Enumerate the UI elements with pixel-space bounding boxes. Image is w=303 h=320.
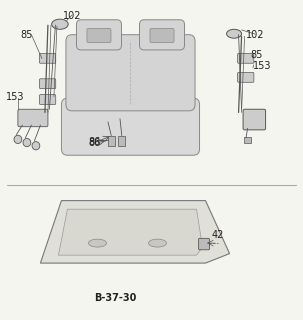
Circle shape — [32, 142, 40, 150]
FancyBboxPatch shape — [87, 28, 111, 43]
FancyBboxPatch shape — [150, 28, 174, 43]
Bar — [118, 136, 125, 146]
Text: 42: 42 — [211, 229, 224, 240]
Text: 102: 102 — [63, 11, 81, 21]
Bar — [108, 136, 115, 146]
FancyBboxPatch shape — [39, 95, 56, 105]
Text: 153: 153 — [253, 61, 272, 71]
FancyBboxPatch shape — [39, 53, 56, 63]
Text: 153: 153 — [6, 92, 24, 101]
Circle shape — [14, 135, 22, 143]
FancyBboxPatch shape — [76, 20, 122, 50]
Text: B-37-30: B-37-30 — [94, 293, 137, 303]
Circle shape — [23, 139, 31, 147]
FancyBboxPatch shape — [243, 109, 266, 130]
FancyBboxPatch shape — [18, 109, 48, 127]
FancyBboxPatch shape — [199, 238, 209, 250]
Text: 86: 86 — [88, 137, 101, 147]
FancyBboxPatch shape — [66, 35, 195, 111]
Ellipse shape — [227, 29, 241, 38]
Ellipse shape — [88, 239, 106, 247]
Text: 85: 85 — [21, 30, 33, 40]
FancyBboxPatch shape — [139, 20, 185, 50]
FancyBboxPatch shape — [39, 79, 56, 89]
Text: 85: 85 — [250, 50, 263, 60]
Bar — [244, 137, 251, 142]
FancyBboxPatch shape — [238, 72, 254, 82]
FancyBboxPatch shape — [238, 53, 254, 63]
Ellipse shape — [148, 239, 167, 247]
Text: 86: 86 — [88, 138, 101, 148]
Polygon shape — [40, 201, 230, 263]
Polygon shape — [58, 209, 202, 255]
FancyBboxPatch shape — [62, 98, 200, 155]
Ellipse shape — [52, 19, 68, 29]
Text: 102: 102 — [246, 30, 264, 40]
